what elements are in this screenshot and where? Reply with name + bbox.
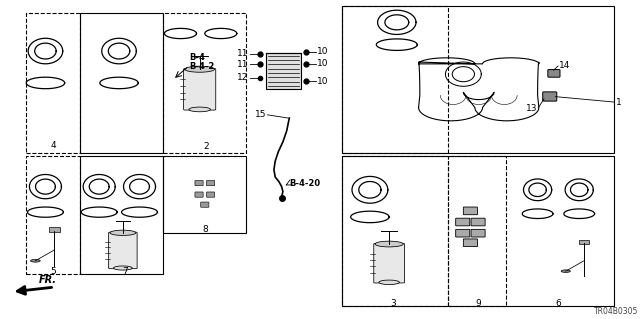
FancyBboxPatch shape — [49, 227, 60, 232]
Text: 7: 7 — [122, 267, 127, 276]
Ellipse shape — [189, 107, 211, 112]
Text: 10: 10 — [317, 59, 328, 68]
FancyBboxPatch shape — [207, 181, 214, 186]
Bar — [26, 156, 80, 274]
Text: 2: 2 — [204, 142, 209, 151]
FancyBboxPatch shape — [579, 240, 589, 244]
Text: B-4: B-4 — [189, 53, 205, 62]
Ellipse shape — [379, 280, 399, 285]
FancyBboxPatch shape — [456, 229, 470, 237]
Text: 13: 13 — [526, 104, 538, 113]
Text: 8: 8 — [202, 225, 207, 234]
Bar — [163, 156, 246, 233]
Bar — [448, 156, 506, 306]
Bar — [266, 53, 301, 89]
Text: 1: 1 — [616, 98, 622, 107]
Bar — [342, 6, 448, 153]
Text: 15: 15 — [255, 110, 266, 119]
FancyBboxPatch shape — [471, 229, 485, 237]
Bar — [26, 13, 80, 153]
Text: 10: 10 — [317, 77, 328, 86]
Text: 3: 3 — [391, 299, 396, 308]
FancyBboxPatch shape — [548, 70, 560, 77]
FancyBboxPatch shape — [201, 202, 209, 207]
Ellipse shape — [561, 270, 570, 272]
Text: FR.: FR. — [38, 275, 56, 285]
FancyBboxPatch shape — [207, 192, 214, 197]
Text: 12: 12 — [237, 73, 248, 82]
FancyBboxPatch shape — [374, 243, 404, 283]
Bar — [163, 13, 246, 153]
Text: 4: 4 — [51, 141, 56, 150]
FancyBboxPatch shape — [471, 218, 485, 226]
Bar — [80, 13, 163, 153]
Ellipse shape — [31, 259, 40, 262]
Bar — [342, 6, 614, 153]
FancyBboxPatch shape — [543, 92, 557, 101]
Bar — [342, 156, 614, 306]
FancyBboxPatch shape — [195, 192, 203, 197]
Text: 5: 5 — [51, 267, 56, 276]
Bar — [80, 156, 163, 274]
Text: 9: 9 — [476, 299, 481, 308]
Text: 6: 6 — [556, 299, 561, 308]
Text: 10: 10 — [317, 47, 328, 56]
FancyBboxPatch shape — [463, 239, 477, 247]
FancyBboxPatch shape — [463, 207, 477, 215]
Ellipse shape — [110, 230, 136, 235]
FancyBboxPatch shape — [456, 218, 470, 226]
Bar — [342, 156, 448, 306]
FancyBboxPatch shape — [184, 69, 216, 110]
Text: 11: 11 — [237, 49, 248, 58]
Text: B-4-20: B-4-20 — [289, 179, 321, 188]
Text: 11: 11 — [237, 60, 248, 69]
Text: B-4-2: B-4-2 — [189, 62, 214, 70]
FancyBboxPatch shape — [109, 232, 137, 269]
Ellipse shape — [113, 266, 132, 270]
Text: TR04B0305: TR04B0305 — [595, 307, 639, 316]
Text: 14: 14 — [559, 61, 570, 70]
Ellipse shape — [375, 241, 403, 247]
Ellipse shape — [185, 66, 214, 72]
FancyBboxPatch shape — [195, 181, 203, 186]
